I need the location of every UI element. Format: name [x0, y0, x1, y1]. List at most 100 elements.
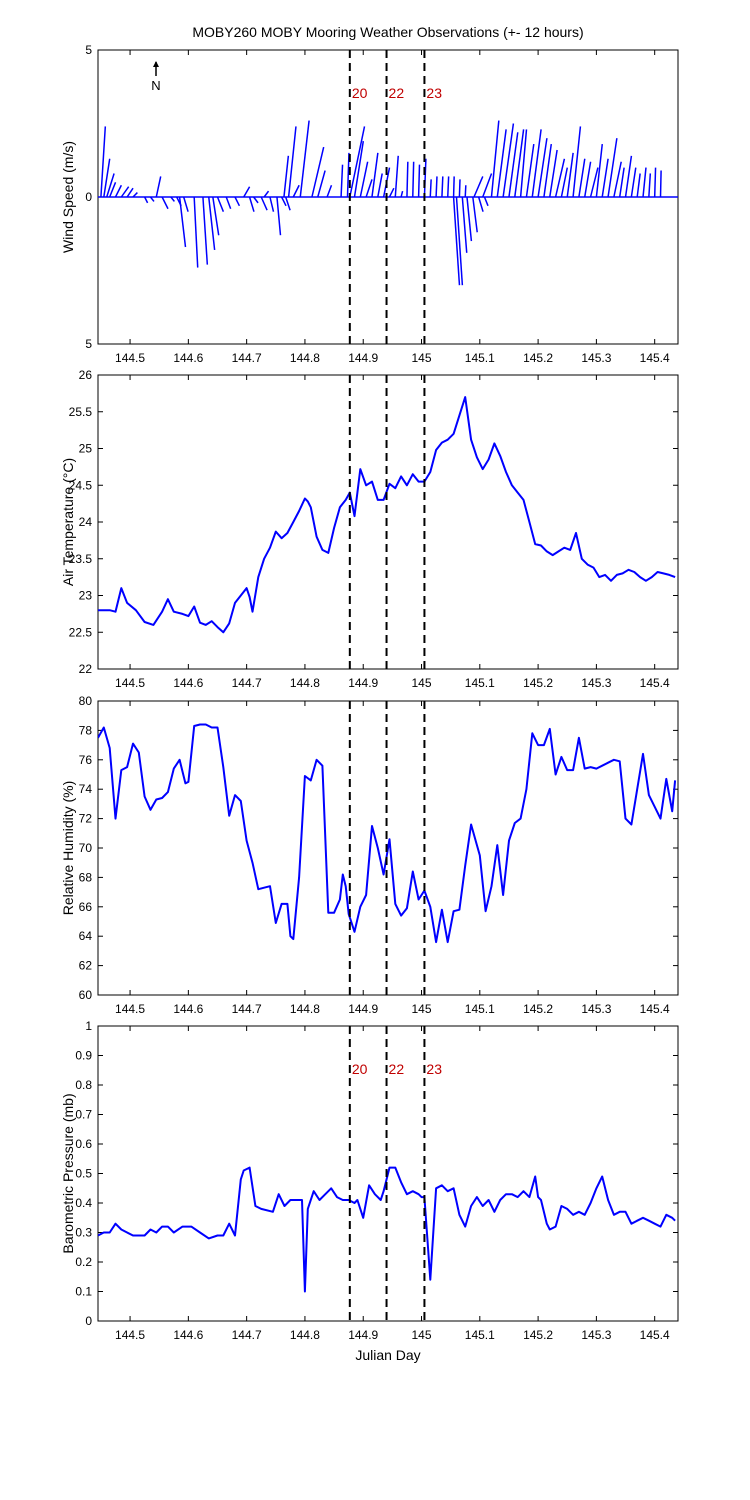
- wind-vector: [269, 196, 275, 212]
- wind-vector: [441, 176, 444, 198]
- x-tick-label: 145.2: [523, 351, 553, 365]
- wind-vector: [193, 196, 199, 268]
- wind-vector: [359, 161, 369, 198]
- wind-vector: [446, 176, 450, 198]
- y-tick-label: 22.5: [69, 625, 93, 639]
- wind-vector: [143, 196, 149, 204]
- wind-vector: [353, 141, 365, 198]
- x-tick-label: 144.9: [348, 1328, 378, 1342]
- wind-vector: [483, 196, 489, 207]
- x-tick-label: 145.3: [581, 351, 611, 365]
- time-marker-label: 23: [426, 1061, 442, 1077]
- wind-vector: [100, 126, 107, 198]
- y-tick-label: 0.1: [75, 1285, 92, 1299]
- x-tick-label: 145: [412, 1002, 432, 1016]
- y-tick-label: 66: [79, 900, 93, 914]
- wind-vector: [292, 184, 300, 198]
- wind-vector: [496, 129, 507, 198]
- wind-vector: [149, 196, 155, 202]
- wind-vector: [473, 176, 484, 198]
- x-tick-label: 144.8: [290, 1328, 320, 1342]
- wind-vector: [648, 173, 652, 198]
- x-tick-label: 145.1: [465, 1328, 495, 1342]
- y-tick-label: 64: [79, 929, 93, 943]
- wind-vector: [103, 158, 111, 198]
- wind-vector: [572, 126, 582, 198]
- y-tick-label: 24: [79, 515, 93, 529]
- x-tick-label: 145: [412, 676, 432, 690]
- y-axis-label: Wind Speed (m/s): [60, 141, 76, 253]
- wind-vector: [280, 196, 287, 207]
- x-tick-label: 145.3: [581, 1328, 611, 1342]
- y-tick-label: 0.8: [75, 1078, 92, 1092]
- wind-vector: [583, 161, 592, 198]
- wind-vector: [406, 161, 409, 198]
- y-tick-label: 80: [79, 694, 93, 708]
- y-tick-label: 22: [79, 662, 93, 676]
- wind-vector: [161, 196, 169, 210]
- y-tick-label: 0.2: [75, 1255, 92, 1269]
- wind-vector: [263, 190, 270, 198]
- wind-vector: [613, 161, 622, 198]
- wind-vector: [155, 176, 162, 198]
- wind-vector: [253, 196, 259, 204]
- series-line: [98, 1166, 676, 1293]
- wind-vector: [283, 155, 290, 198]
- wind-vector: [208, 196, 216, 251]
- wind-vector: [531, 129, 542, 198]
- wind-vector: [543, 143, 553, 198]
- wind-vector: [346, 152, 350, 198]
- wind-vector: [326, 184, 333, 198]
- data-layer: [98, 723, 677, 944]
- wind-vector: [299, 120, 310, 198]
- x-tick-label: 144.5: [115, 1328, 145, 1342]
- wind-vector: [349, 126, 366, 198]
- x-tick-label: 144.7: [232, 1002, 262, 1016]
- y-tick-label: 25.5: [69, 405, 93, 419]
- x-tick-label: 144.8: [290, 676, 320, 690]
- y-tick-label: 70: [79, 841, 93, 855]
- wind-vector: [642, 167, 647, 198]
- x-tick-label: 145.4: [640, 1328, 670, 1342]
- y-tick-label: 0: [85, 1314, 92, 1328]
- wind-vector: [126, 187, 134, 198]
- wind-vector: [178, 196, 187, 248]
- y-tick-label: 25: [79, 442, 93, 456]
- wind-vector: [216, 196, 225, 212]
- y-tick-label: 24.5: [69, 478, 93, 492]
- x-tick-label: 144.6: [173, 676, 203, 690]
- y-tick-label: 5: [85, 43, 92, 57]
- wind-vector: [525, 143, 535, 198]
- wind-vector: [549, 149, 558, 198]
- x-tick-label: 144.7: [232, 1328, 262, 1342]
- wind-vector: [578, 158, 586, 198]
- wind-vector: [412, 161, 415, 198]
- wind-vector: [452, 176, 455, 198]
- y-tick-label: 23: [79, 589, 93, 603]
- x-tick-label: 144.5: [115, 351, 145, 365]
- wind-vector: [388, 187, 395, 198]
- wind-vector: [317, 170, 326, 198]
- x-tick-label: 144.5: [115, 676, 145, 690]
- y-tick-label: 0: [85, 190, 92, 204]
- wind-vector: [417, 164, 421, 198]
- wind-vector: [340, 164, 344, 198]
- wind-vector: [287, 126, 297, 198]
- y-tick-label: 0.7: [75, 1108, 92, 1122]
- wind-vector: [182, 196, 189, 212]
- y-tick-label: 0.4: [75, 1196, 92, 1210]
- wind-vector: [260, 196, 268, 211]
- x-tick-label: 144.9: [348, 676, 378, 690]
- time-marker-label: 23: [426, 85, 442, 101]
- wind-vector: [365, 179, 373, 198]
- wind-vector: [276, 196, 282, 236]
- wind-vector: [284, 196, 291, 211]
- wind-vector: [601, 158, 609, 198]
- wind-vector: [653, 167, 657, 198]
- data-layer: [98, 1166, 676, 1293]
- wind-vector: [624, 155, 633, 198]
- x-tick-label: 145.2: [523, 1328, 553, 1342]
- wind-vector: [464, 185, 467, 198]
- wind-vector: [311, 146, 325, 198]
- series-line: [98, 723, 677, 944]
